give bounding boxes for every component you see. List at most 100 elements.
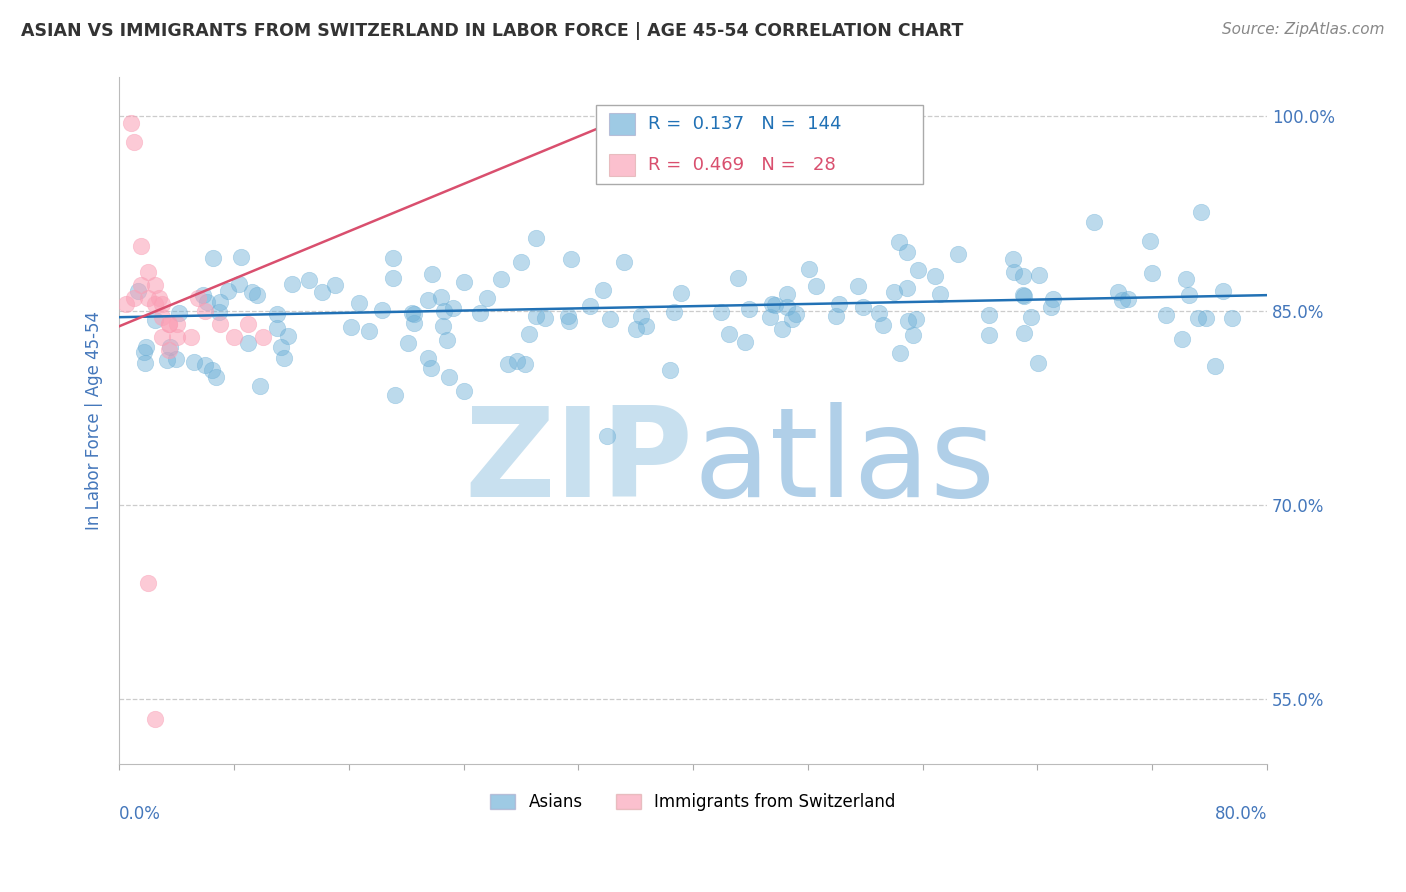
Point [159, 317, 181, 331]
Point [384, 388, 406, 402]
Point [579, 299, 602, 313]
Point [1026, 356, 1049, 370]
Point [897, 313, 920, 327]
Y-axis label: In Labor Force | Age 45-54: In Labor Force | Age 45-54 [86, 311, 103, 531]
Point [624, 321, 647, 335]
Point [470, 306, 492, 320]
Point [201, 251, 224, 265]
Point [453, 384, 475, 398]
Point [868, 306, 890, 320]
Point [1028, 268, 1050, 283]
Point [669, 285, 692, 300]
Point [165, 351, 187, 366]
Point [222, 329, 245, 343]
Point [143, 712, 166, 726]
Point [371, 302, 394, 317]
Point [1012, 289, 1035, 303]
Point [183, 354, 205, 368]
Point [136, 291, 159, 305]
Point [709, 305, 731, 319]
Point [1212, 284, 1234, 298]
Point [896, 245, 918, 260]
Point [1177, 288, 1199, 302]
Point [323, 277, 346, 292]
Text: 80.0%: 80.0% [1215, 805, 1267, 823]
Point [506, 353, 529, 368]
Point [127, 284, 149, 298]
Point [852, 300, 875, 314]
Text: R =  0.469   N =   28: R = 0.469 N = 28 [648, 156, 837, 174]
Point [252, 329, 274, 343]
Point [515, 357, 537, 371]
Point [150, 297, 173, 311]
Point [156, 352, 179, 367]
Point [776, 300, 799, 314]
Text: R =  0.137   N =  144: R = 0.137 N = 144 [648, 115, 842, 133]
Point [510, 254, 533, 268]
Point [889, 345, 911, 359]
Point [187, 291, 209, 305]
Legend: Asians, Immigrants from Switzerland: Asians, Immigrants from Switzerland [484, 787, 903, 818]
Point [489, 271, 512, 285]
Point [1195, 311, 1218, 326]
Point [357, 324, 380, 338]
Bar [609, 154, 634, 176]
Point [904, 311, 927, 326]
Point [1204, 359, 1226, 373]
Point [194, 303, 217, 318]
Point [433, 304, 456, 318]
Point [592, 284, 614, 298]
Point [238, 317, 260, 331]
Point [770, 322, 793, 336]
Point [946, 246, 969, 260]
Point [129, 239, 152, 253]
Point [197, 295, 219, 310]
Point [1039, 300, 1062, 314]
Point [135, 340, 157, 354]
Point [150, 329, 173, 343]
Point [759, 310, 782, 324]
Point [1174, 272, 1197, 286]
Point [419, 360, 441, 375]
Point [266, 307, 288, 321]
Text: ZIP: ZIP [464, 401, 693, 523]
Text: ASIAN VS IMMIGRANTS FROM SWITZERLAND IN LABOR FORCE | AGE 45-54 CORRELATION CHAR: ASIAN VS IMMIGRANTS FROM SWITZERLAND IN … [21, 22, 963, 40]
Point [636, 318, 658, 333]
Point [120, 116, 142, 130]
Point [208, 317, 231, 331]
Point [273, 351, 295, 365]
Point [298, 273, 321, 287]
Point [599, 312, 621, 326]
Point [1111, 293, 1133, 307]
Point [1140, 266, 1163, 280]
Point [901, 328, 924, 343]
Point [143, 312, 166, 326]
Point [928, 287, 950, 301]
Point [1002, 265, 1025, 279]
Point [872, 318, 894, 332]
Point [613, 255, 636, 269]
Point [1012, 326, 1035, 340]
Point [166, 329, 188, 343]
Point [404, 307, 426, 321]
Point [136, 265, 159, 279]
Point [436, 333, 458, 347]
Point [718, 327, 741, 342]
Point [132, 345, 155, 359]
Point [517, 327, 540, 342]
Point [1139, 234, 1161, 248]
Point [270, 340, 292, 354]
Point [659, 363, 682, 377]
Point [907, 263, 929, 277]
Point [134, 356, 156, 370]
Point [825, 309, 848, 323]
Point [311, 285, 333, 299]
Point [557, 310, 579, 324]
Point [191, 287, 214, 301]
Point [534, 310, 557, 325]
Point [420, 267, 443, 281]
Point [1083, 214, 1105, 228]
Point [763, 298, 786, 312]
Point [167, 306, 190, 320]
Point [785, 306, 807, 320]
